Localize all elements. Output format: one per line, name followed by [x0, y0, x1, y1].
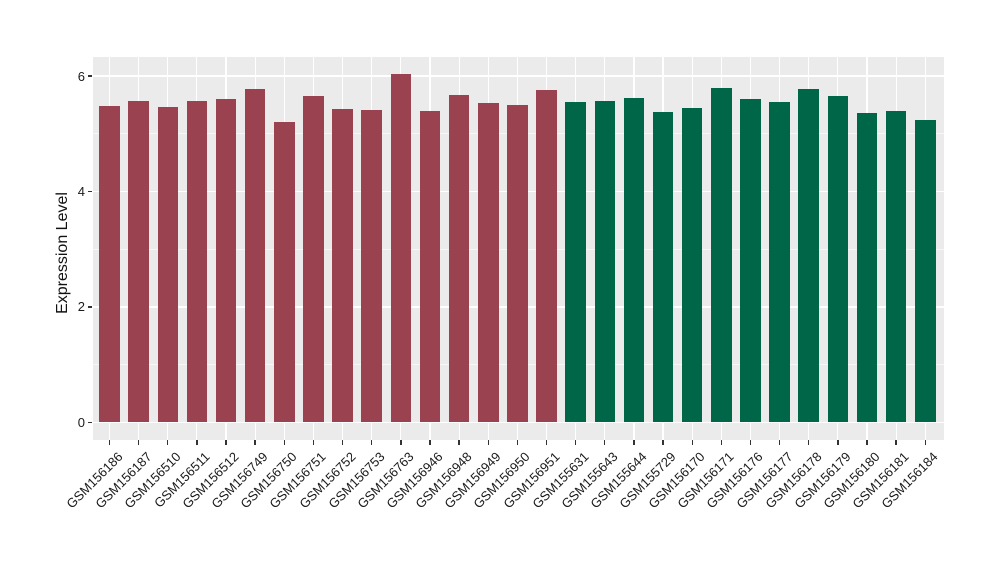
x-tick-mark [604, 440, 606, 445]
y-tick-mark [88, 306, 92, 308]
bar-GSM156511 [186, 100, 208, 423]
bar-GSM156170 [681, 108, 703, 423]
bar-GSM156176 [740, 98, 761, 423]
x-tick-mark [458, 440, 460, 445]
bar-GSM156180 [856, 113, 878, 423]
bar-GSM156753 [361, 109, 382, 423]
x-tick-mark [633, 440, 635, 445]
bar-GSM156187 [128, 100, 149, 423]
y-tick-label: 2 [77, 299, 85, 315]
x-tick-mark [137, 440, 140, 445]
x-tick-mark [341, 440, 344, 445]
bar-GSM155643 [594, 101, 616, 423]
major-gridline [93, 75, 944, 77]
bar-GSM155631 [565, 102, 586, 423]
x-tick-mark [312, 440, 315, 445]
plot-panel [93, 57, 944, 440]
x-tick-mark [720, 440, 723, 445]
x-tick-mark [837, 440, 839, 445]
x-tick-mark [866, 440, 868, 445]
bar-GSM156949 [478, 102, 499, 423]
x-tick-mark [895, 440, 897, 445]
x-tick-mark [225, 440, 227, 445]
bar-GSM155729 [652, 111, 674, 423]
bar-GSM156510 [157, 107, 179, 423]
x-tick-mark [254, 440, 256, 445]
x-tick-mark [749, 440, 752, 445]
bar-GSM156181 [885, 111, 907, 423]
bar-GSM156512 [215, 99, 237, 423]
y-axis-title: Expression Level [54, 191, 71, 314]
x-tick-mark [924, 440, 926, 445]
x-tick-mark [487, 440, 489, 445]
x-tick-mark [429, 440, 431, 445]
y-tick-label: 4 [77, 184, 85, 199]
y-tick-mark [88, 75, 92, 77]
x-tick-mark [808, 440, 810, 445]
bar-GSM156752 [332, 108, 353, 423]
bar-GSM156179 [827, 95, 849, 423]
y-tick-mark [88, 190, 92, 193]
x-tick-mark [371, 440, 373, 445]
major-gridline [93, 421, 944, 423]
y-tick-label: 6 [77, 68, 85, 84]
bar-GSM155644 [623, 98, 645, 423]
bar-GSM156946 [419, 110, 441, 423]
x-tick-mark [283, 440, 285, 445]
x-tick-mark [691, 440, 693, 445]
x-tick-mark [108, 440, 111, 445]
bar-GSM156950 [507, 104, 528, 423]
y-tick-mark [88, 421, 92, 423]
x-tick-mark [545, 440, 548, 445]
bar-GSM156751 [303, 95, 324, 423]
bar-GSM156178 [798, 88, 819, 423]
y-tick-label: 0 [77, 414, 85, 430]
bar-GSM156948 [448, 94, 470, 423]
bar-GSM156763 [390, 73, 412, 423]
bar-GSM156951 [536, 89, 557, 423]
bar-GSM156184 [915, 119, 936, 423]
bar-GSM156749 [244, 88, 266, 423]
bar-GSM156171 [711, 88, 732, 423]
bar-GSM156177 [769, 102, 790, 423]
x-tick-mark [400, 440, 402, 445]
x-tick-mark [778, 440, 781, 445]
x-tick-mark [196, 440, 198, 445]
x-tick-mark [167, 440, 169, 445]
x-tick-mark [574, 440, 577, 445]
x-tick-mark [516, 440, 519, 445]
bar-GSM156186 [99, 105, 120, 423]
bar-GSM156750 [274, 121, 295, 423]
x-tick-mark [662, 440, 664, 445]
